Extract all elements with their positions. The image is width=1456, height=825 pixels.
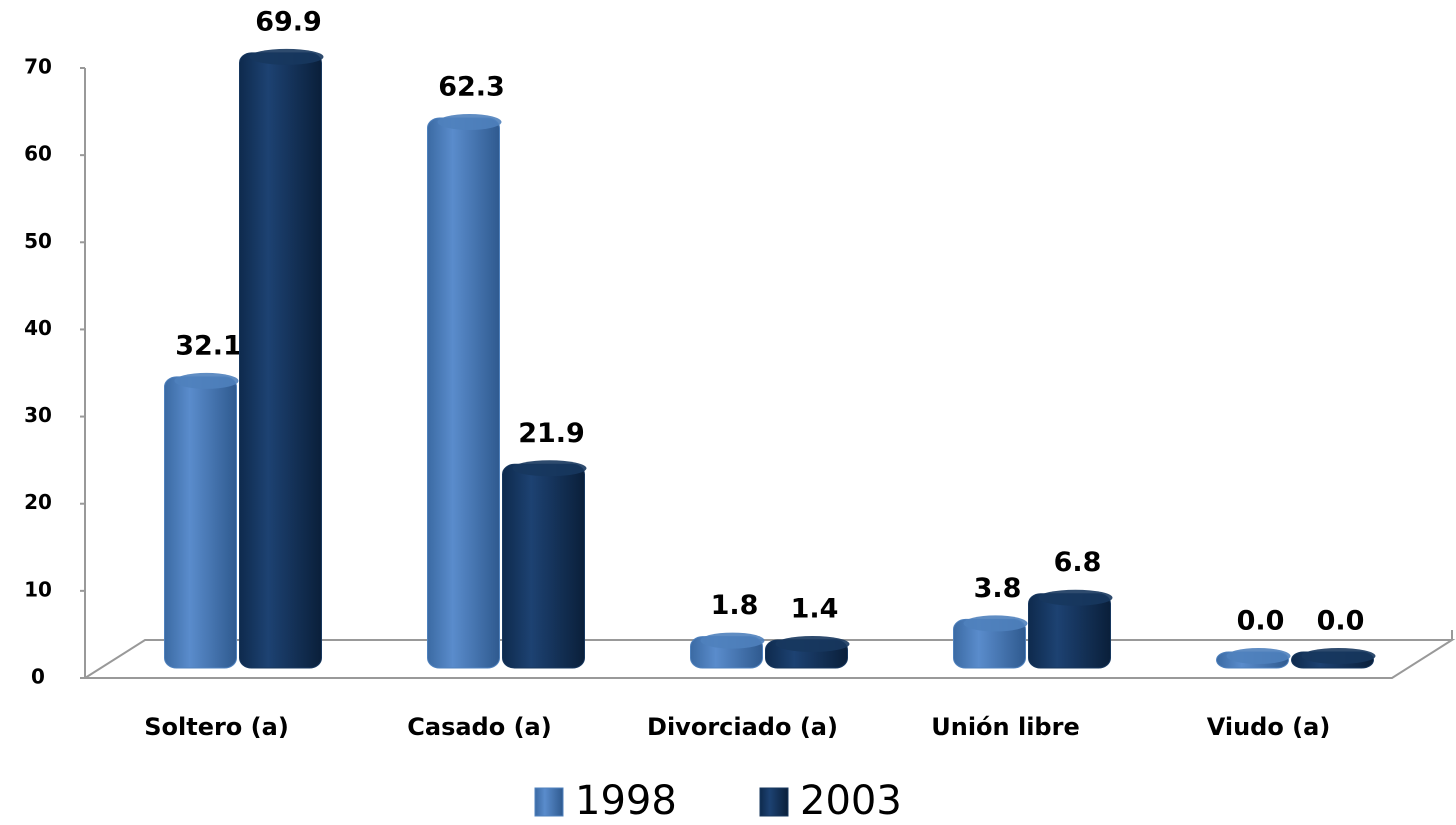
legend-label: 2003: [800, 778, 902, 824]
bar: [502, 463, 585, 669]
value-label: 0.0: [1237, 606, 1285, 637]
y-tick-label: 10: [24, 577, 52, 601]
y-tick-label: 70: [24, 55, 52, 79]
bar: [164, 376, 237, 669]
bar-top: [1226, 648, 1291, 664]
y-tick-label: 30: [24, 403, 52, 427]
value-label: 0.0: [1317, 606, 1365, 637]
bar-top: [249, 48, 324, 65]
legend-swatch: [759, 787, 789, 817]
bar-top: [775, 636, 850, 652]
legend-label: 1998: [575, 778, 677, 824]
y-tick-label: 60: [24, 142, 52, 166]
bar-top: [1301, 648, 1376, 664]
value-label: 62.3: [438, 72, 505, 103]
y-tick-label: 20: [24, 490, 52, 514]
axes: [84, 68, 1456, 679]
bar-top: [437, 114, 502, 130]
value-label: 21.9: [518, 418, 585, 449]
y-tick-label: 50: [24, 229, 52, 253]
legend-swatch: [534, 787, 564, 817]
bar: [239, 52, 322, 669]
x-tick-label: Divorciado (a): [647, 713, 838, 741]
value-label: 3.8: [974, 573, 1022, 604]
value-label: 1.4: [791, 594, 839, 625]
bar: [427, 117, 500, 669]
bar-top: [1038, 589, 1113, 606]
bar-top: [963, 615, 1028, 632]
y-tick-label: 0: [31, 665, 45, 689]
x-tick-label: Casado (a): [407, 713, 551, 741]
y-tick-label: 40: [24, 316, 52, 340]
value-label: 69.9: [255, 6, 322, 37]
value-label: 1.8: [711, 590, 759, 621]
value-label: 32.1: [175, 330, 242, 361]
bar-top: [512, 460, 587, 477]
x-tick-label: Unión libre: [931, 713, 1079, 741]
x-tick-label: Soltero (a): [144, 713, 289, 741]
value-label: 6.8: [1054, 547, 1102, 578]
bar-top: [174, 372, 239, 389]
x-tick-label: Viudo (a): [1207, 713, 1331, 741]
bar-top: [700, 632, 765, 649]
